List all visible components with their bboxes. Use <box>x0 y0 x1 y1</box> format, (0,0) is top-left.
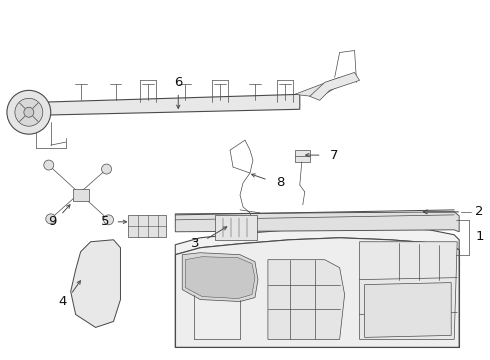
Polygon shape <box>175 238 459 347</box>
Polygon shape <box>215 215 257 240</box>
Polygon shape <box>360 242 457 339</box>
Text: 5: 5 <box>101 215 110 228</box>
Circle shape <box>103 215 114 225</box>
Polygon shape <box>182 253 258 302</box>
Polygon shape <box>71 240 121 328</box>
Polygon shape <box>175 228 459 255</box>
Text: 3: 3 <box>191 237 199 250</box>
Polygon shape <box>365 283 451 337</box>
Polygon shape <box>175 212 459 232</box>
Text: 2: 2 <box>475 205 484 219</box>
Circle shape <box>101 164 112 174</box>
Text: 6: 6 <box>174 76 182 89</box>
Text: 1: 1 <box>475 230 484 243</box>
Polygon shape <box>310 72 360 100</box>
Polygon shape <box>38 94 300 115</box>
Polygon shape <box>128 215 166 237</box>
Text: 4: 4 <box>58 295 67 308</box>
Polygon shape <box>295 77 344 97</box>
Text: 8: 8 <box>276 176 284 189</box>
Polygon shape <box>185 257 255 298</box>
Circle shape <box>7 90 51 134</box>
Circle shape <box>15 98 43 126</box>
Circle shape <box>24 107 34 117</box>
Polygon shape <box>73 189 89 201</box>
Text: 9: 9 <box>49 215 57 228</box>
Circle shape <box>46 214 56 224</box>
Text: 7: 7 <box>330 149 338 162</box>
Circle shape <box>44 160 54 170</box>
Polygon shape <box>268 260 344 339</box>
Polygon shape <box>295 150 310 162</box>
